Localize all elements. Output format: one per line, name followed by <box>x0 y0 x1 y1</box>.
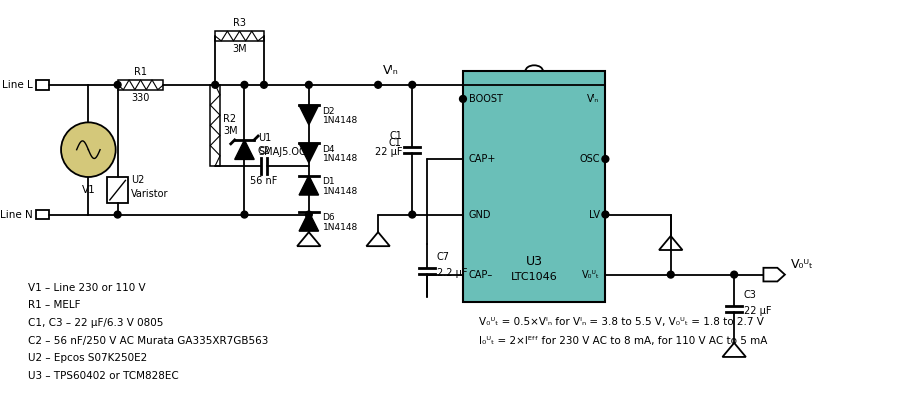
Text: 1N4148: 1N4148 <box>322 223 357 232</box>
Text: 22 μF: 22 μF <box>375 147 402 157</box>
Text: Line L: Line L <box>2 80 32 90</box>
Circle shape <box>602 211 608 218</box>
Bar <box>215 31 264 41</box>
Text: R1: R1 <box>134 67 147 77</box>
Text: CAP–: CAP– <box>469 269 493 280</box>
Bar <box>211 85 220 166</box>
Text: D6: D6 <box>322 213 335 222</box>
Text: U3: U3 <box>526 255 543 268</box>
Text: U2 – Epcos S07K250E2: U2 – Epcos S07K250E2 <box>28 353 147 363</box>
Text: 2.2 μF: 2.2 μF <box>436 268 467 278</box>
Text: U2: U2 <box>131 175 145 186</box>
Text: 1N4148: 1N4148 <box>322 187 357 196</box>
Text: C1, C3 – 22 μF/6.3 V 0805: C1, C3 – 22 μF/6.3 V 0805 <box>28 318 163 328</box>
Bar <box>463 71 606 302</box>
Text: Varistor: Varistor <box>131 189 169 199</box>
Circle shape <box>374 82 382 88</box>
Circle shape <box>602 156 608 162</box>
Text: V₀ᵁₜ = 0.5×Vᴵₙ for Vᴵₙ = 3.8 to 5.5 V, V₀ᵁₜ = 1.8 to 2.7 V: V₀ᵁₜ = 0.5×Vᴵₙ for Vᴵₙ = 3.8 to 5.5 V, V… <box>479 317 763 327</box>
Text: U3 – TPS60402 or TCM828EC: U3 – TPS60402 or TCM828EC <box>28 371 178 381</box>
Circle shape <box>305 211 312 218</box>
Polygon shape <box>299 212 319 231</box>
Text: OSC: OSC <box>579 154 599 164</box>
Text: D4: D4 <box>322 145 335 154</box>
Text: 1N4148: 1N4148 <box>322 154 357 164</box>
Text: 22 μF: 22 μF <box>744 306 771 316</box>
Text: V1 – Line 230 or 110 V: V1 – Line 230 or 110 V <box>28 283 146 293</box>
Text: LTC1046: LTC1046 <box>511 272 558 282</box>
Text: 3M: 3M <box>232 44 247 54</box>
Bar <box>36 80 50 90</box>
Text: 56 nF: 56 nF <box>250 176 277 186</box>
Circle shape <box>460 95 466 102</box>
Circle shape <box>260 82 267 88</box>
Text: C1: C1 <box>390 131 402 141</box>
Bar <box>107 177 129 203</box>
Text: Vᴵₙ: Vᴵₙ <box>588 94 599 104</box>
Text: CAP+: CAP+ <box>469 154 496 164</box>
Circle shape <box>114 82 121 88</box>
Circle shape <box>731 271 738 278</box>
Circle shape <box>241 82 248 88</box>
Text: 1N4148: 1N4148 <box>322 116 357 125</box>
Text: SMAJ5.OCA: SMAJ5.OCA <box>258 147 312 157</box>
Text: C3: C3 <box>744 290 757 300</box>
Text: R3: R3 <box>233 18 246 28</box>
Text: C1: C1 <box>389 138 401 148</box>
Text: Line N: Line N <box>0 210 32 219</box>
Polygon shape <box>299 105 319 125</box>
Text: LV: LV <box>589 210 599 219</box>
Bar <box>36 210 50 219</box>
Text: D1: D1 <box>322 177 335 186</box>
Text: GND: GND <box>469 210 491 219</box>
Circle shape <box>667 271 674 278</box>
Text: BOOST: BOOST <box>469 94 503 104</box>
Circle shape <box>212 82 219 88</box>
Polygon shape <box>235 140 254 160</box>
Polygon shape <box>299 176 319 195</box>
Circle shape <box>409 211 416 218</box>
Text: 330: 330 <box>131 93 149 102</box>
Circle shape <box>241 211 248 218</box>
Text: R1 – MELF: R1 – MELF <box>28 300 80 310</box>
Text: U1: U1 <box>258 133 272 143</box>
Circle shape <box>114 211 121 218</box>
Text: I₀ᵁₜ = 2×Iᴱᶠᶠ for 230 V AC to 8 mA, for 110 V AC to 5 mA: I₀ᵁₜ = 2×Iᴱᶠᶠ for 230 V AC to 8 mA, for … <box>479 336 767 346</box>
Text: C2 – 56 nF/250 V AC Murata GA335XR7GB563: C2 – 56 nF/250 V AC Murata GA335XR7GB563 <box>28 336 268 346</box>
Circle shape <box>305 82 312 88</box>
Circle shape <box>409 82 416 88</box>
Circle shape <box>61 123 116 177</box>
Text: V1: V1 <box>82 185 95 195</box>
Text: C2: C2 <box>257 146 271 156</box>
Text: Vᴵₙ: Vᴵₙ <box>383 64 399 77</box>
Bar <box>118 80 164 90</box>
Text: C7: C7 <box>436 252 450 262</box>
Polygon shape <box>299 143 319 163</box>
Text: R2: R2 <box>223 114 236 125</box>
Text: V₀ᵁₜ: V₀ᵁₜ <box>791 258 814 271</box>
Text: V₀ᵁₜ: V₀ᵁₜ <box>581 269 599 280</box>
Text: 3M: 3M <box>223 126 238 136</box>
Text: D2: D2 <box>322 107 335 116</box>
